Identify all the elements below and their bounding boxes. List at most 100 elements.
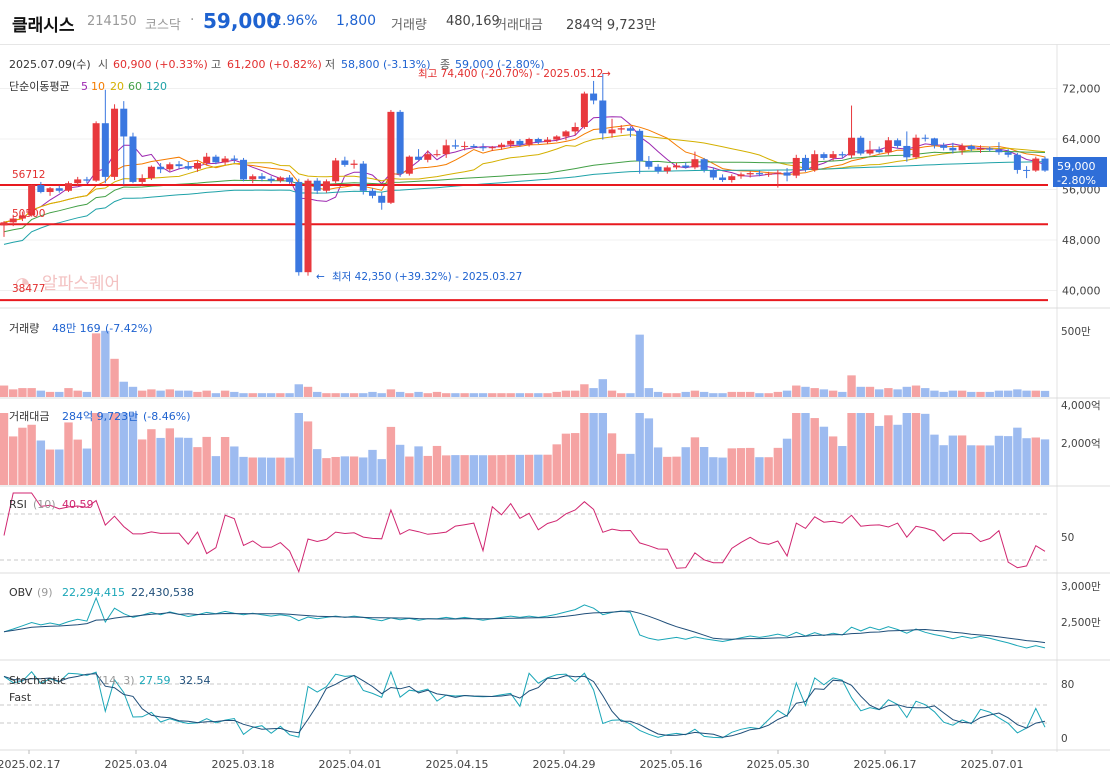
volume-bar <box>331 393 340 397</box>
trade-value-bar <box>276 457 285 485</box>
ma120-label: 120 <box>146 80 167 93</box>
volume-bar <box>672 393 681 397</box>
volume-bar <box>764 393 773 397</box>
stock-chart[interactable]: ◔ 알파스퀘어 2025.02.17 2025.03.04 2025.03.18 20… <box>0 44 1110 778</box>
chart-grid <box>0 88 1057 724</box>
candle <box>866 149 874 154</box>
ohlc-close-label: 종 <box>440 58 450 71</box>
trade-value-bar <box>994 435 1004 485</box>
trade-value-bar <box>534 454 543 485</box>
watermark-logo: ◔ <box>15 274 30 294</box>
volume-bar <box>451 393 460 397</box>
volume-bar <box>368 391 377 397</box>
trade-value-bar <box>386 426 396 485</box>
x-tick-labels: 2025.02.17 2025.03.04 2025.03.18 2025.04.01… <box>0 750 1023 771</box>
trade-value-bar <box>36 440 46 485</box>
candle <box>322 181 330 191</box>
volume-bar <box>414 391 423 397</box>
trade-value-bar <box>441 455 451 485</box>
trade-value-bar <box>368 449 377 485</box>
trade-value-bar <box>469 455 479 485</box>
volume-bar <box>626 393 635 397</box>
trade-value-bar <box>0 413 9 485</box>
obv-signal-line <box>3 610 1046 644</box>
candle <box>166 164 174 170</box>
candle <box>626 128 634 131</box>
trade-value-bar <box>874 425 884 485</box>
volume-panel-change: (-7.42%) <box>105 322 153 335</box>
candle <box>875 149 883 153</box>
candle <box>562 131 570 137</box>
volume-bar <box>276 393 285 397</box>
candle <box>497 144 505 148</box>
stock-header: 클래시스 214150 코스닥 · 59,000 -2.96% 1,800 거래… <box>0 0 1110 45</box>
candle <box>949 147 957 151</box>
trade-value-bar <box>976 445 985 485</box>
candle <box>1004 152 1012 155</box>
trade-value-bar <box>819 426 829 485</box>
volume-bar <box>303 386 313 397</box>
candle <box>433 154 441 156</box>
candle <box>193 162 201 169</box>
volume-bar <box>819 389 829 397</box>
trade-value-bar <box>1013 427 1022 485</box>
trade-value-bar <box>570 433 580 485</box>
candle <box>470 145 478 148</box>
trade-value-bar <box>967 445 976 485</box>
candle <box>221 158 229 163</box>
candle <box>9 218 17 223</box>
trade-value-bar <box>18 427 27 485</box>
trade-value-bar <box>257 457 267 485</box>
volume-bar <box>976 391 985 397</box>
candle <box>838 154 846 156</box>
volume-bar <box>488 393 497 397</box>
trade-value-bar <box>82 448 92 485</box>
obv-tick-1: 3,000만 <box>1061 581 1101 593</box>
stoch-param: (14, 3) <box>98 674 135 687</box>
volume-bar <box>45 391 55 397</box>
volume-bar <box>441 393 451 397</box>
stock-name[interactable]: 클래시스 <box>12 16 75 36</box>
volume-bar <box>119 381 128 397</box>
volume-bar <box>884 388 893 397</box>
trade-value-bar <box>607 433 617 485</box>
x-tick-label: 2025.05.30 <box>747 758 810 771</box>
volume-bar <box>874 389 884 397</box>
volume-bar <box>73 390 82 397</box>
volume-bar <box>801 386 810 397</box>
candle <box>120 108 128 137</box>
candle <box>28 185 36 216</box>
trade-value-bar <box>414 446 423 485</box>
candle <box>258 176 266 179</box>
trade-value-tick-2: 2,000억 <box>1061 438 1101 450</box>
ohlc-close: 59,000 (-2.80%) <box>455 58 544 71</box>
trade-value-bar <box>478 455 488 485</box>
volume-bar <box>718 393 727 397</box>
volume-bar <box>82 391 92 397</box>
candle <box>709 169 717 178</box>
change-amount: 1,800 <box>336 13 377 29</box>
candle <box>884 140 892 153</box>
volume-bar <box>110 358 119 397</box>
volume-bar <box>165 389 175 397</box>
candle <box>691 159 699 168</box>
volume-bar <box>55 391 64 397</box>
volume-bar <box>101 330 110 397</box>
stoch-k-line <box>3 670 1046 739</box>
candle <box>332 160 340 182</box>
separator-dot: · <box>190 12 195 28</box>
ohlc-low: 58,800 (-3.13%) <box>341 58 430 71</box>
x-tick-label: 2025.02.17 <box>0 758 60 771</box>
candle <box>18 215 26 219</box>
volume-value: 480,169 <box>446 14 500 29</box>
volume-bar <box>856 386 865 397</box>
volume-bar <box>1013 389 1022 397</box>
candle <box>654 166 662 172</box>
x-tick-label: 2025.03.04 <box>105 758 168 771</box>
trade-value-bar <box>1031 437 1040 485</box>
volume-bar <box>782 390 792 397</box>
ohlc-date: 2025.07.09(수) <box>9 58 91 71</box>
candle <box>967 145 975 150</box>
candle <box>811 154 819 170</box>
x-tick-label: 2025.04.15 <box>426 758 489 771</box>
